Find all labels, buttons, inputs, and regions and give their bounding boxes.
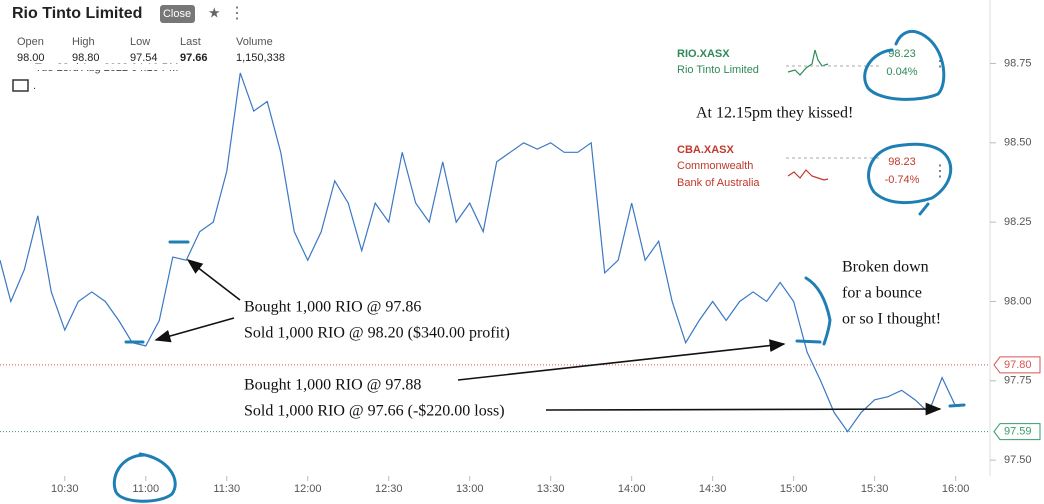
symbol[interactable]: RIO.XASX (677, 48, 730, 60)
price: 98.23 (888, 48, 916, 60)
folder-dot: . (33, 80, 36, 92)
stat-label: Low (130, 36, 150, 48)
company-name: Commonwealth (677, 160, 753, 172)
card-menu[interactable]: ⋮ (932, 163, 948, 180)
x-tick-label: 16:00 (942, 483, 970, 495)
stat-value: 97.66 (180, 52, 208, 64)
annotation: Bought 1,000 RIO @ 97.86 (244, 299, 421, 316)
folder-icon[interactable] (12, 79, 29, 92)
price-flag (993, 356, 1041, 374)
x-tick-label: 10:30 (51, 483, 79, 495)
date-mask (0, 64, 300, 70)
status: Close (163, 8, 191, 20)
y-tick-label: 97.75 (1004, 375, 1032, 387)
sparkline (787, 169, 829, 181)
status-badge (160, 5, 195, 23)
annotation: or so I thought! (842, 311, 941, 328)
company-name: Rio Tinto Limited (677, 64, 759, 76)
company-name: Bank of Australia (677, 177, 760, 189)
change: -0.74% (885, 174, 920, 186)
arrow (457, 339, 786, 381)
x-tick-label: 13:00 (456, 483, 484, 495)
change: 0.04% (886, 66, 917, 78)
x-tick-label: 12:00 (294, 483, 322, 495)
stats: Open 98.00 High 98.80 Low 97.54 Last 97.66 Volum… (17, 36, 285, 64)
menu[interactable]: ⋮ (229, 5, 245, 22)
y-tick-label: 98.25 (1004, 216, 1032, 228)
plot: 97.50 97.75 98.00 98.25 98.50 98.75 10:30 11:00… (0, 0, 1041, 495)
x-tick-label: 14:30 (699, 483, 727, 495)
stat-value: 98.80 (72, 52, 100, 64)
x-tick-label: 15:00 (780, 483, 808, 495)
stat-label: Volume (236, 36, 273, 48)
star[interactable]: ★ (208, 5, 221, 21)
stat-label: High (72, 36, 95, 48)
annotation: At 12.15pm they kissed! (696, 105, 853, 122)
arrow (154, 317, 235, 343)
annotation: Bought 1,000 RIO @ 97.88 (244, 377, 421, 394)
y-tick-label: 98.00 (1004, 295, 1032, 307)
watchlist: RIO.XASX Rio Tinto Limited 98.23 0.04% ⋮ CBA.… (670, 44, 948, 200)
annotation: Sold 1,000 RIO @ 98.20 ($340.00 profit) (244, 325, 510, 342)
stat-label: Open (17, 36, 44, 48)
annotation: Broken down (842, 259, 929, 276)
x-tick-label: 12:30 (375, 483, 403, 495)
stat-label: Last (180, 36, 201, 48)
x-tick-label: 11:30 (213, 483, 240, 495)
stat-value: 98.00 (17, 52, 45, 64)
title: Rio Tinto Limited (12, 5, 142, 22)
price-flag-label: 97.80 (1004, 359, 1032, 371)
stat-value: 97.54 (130, 52, 158, 64)
hand-drawing (112, 30, 966, 503)
header-bg (0, 0, 300, 68)
annotation: Sold 1,000 RIO @ 97.66 (-$220.00 loss) (244, 403, 505, 420)
kissed-bg (670, 100, 946, 130)
price-flag-label: 97.59 (1004, 425, 1032, 437)
x-tick-label: 13:30 (537, 483, 565, 495)
price-flag (993, 423, 1041, 441)
y-tick-label: 98.75 (1004, 57, 1032, 69)
card-bg (670, 140, 948, 200)
y-tick-label: 98.50 (1004, 137, 1032, 149)
stat-value: 1,150,338 (236, 52, 285, 64)
x-tick-label: 14:00 (618, 483, 646, 495)
x-tick-label: 15:30 (861, 483, 889, 495)
sparkline (787, 49, 829, 76)
y-tick-label: 97.50 (1004, 454, 1032, 466)
x-tick-label: 11:00 (132, 483, 159, 495)
symbol[interactable]: CBA.XASX (677, 144, 735, 156)
annotation: for a bounce (842, 285, 922, 302)
card-bg (670, 44, 948, 104)
price: 98.23 (888, 156, 916, 168)
price-line (0, 72, 957, 433)
arrow (545, 402, 942, 416)
arrow (186, 259, 241, 301)
